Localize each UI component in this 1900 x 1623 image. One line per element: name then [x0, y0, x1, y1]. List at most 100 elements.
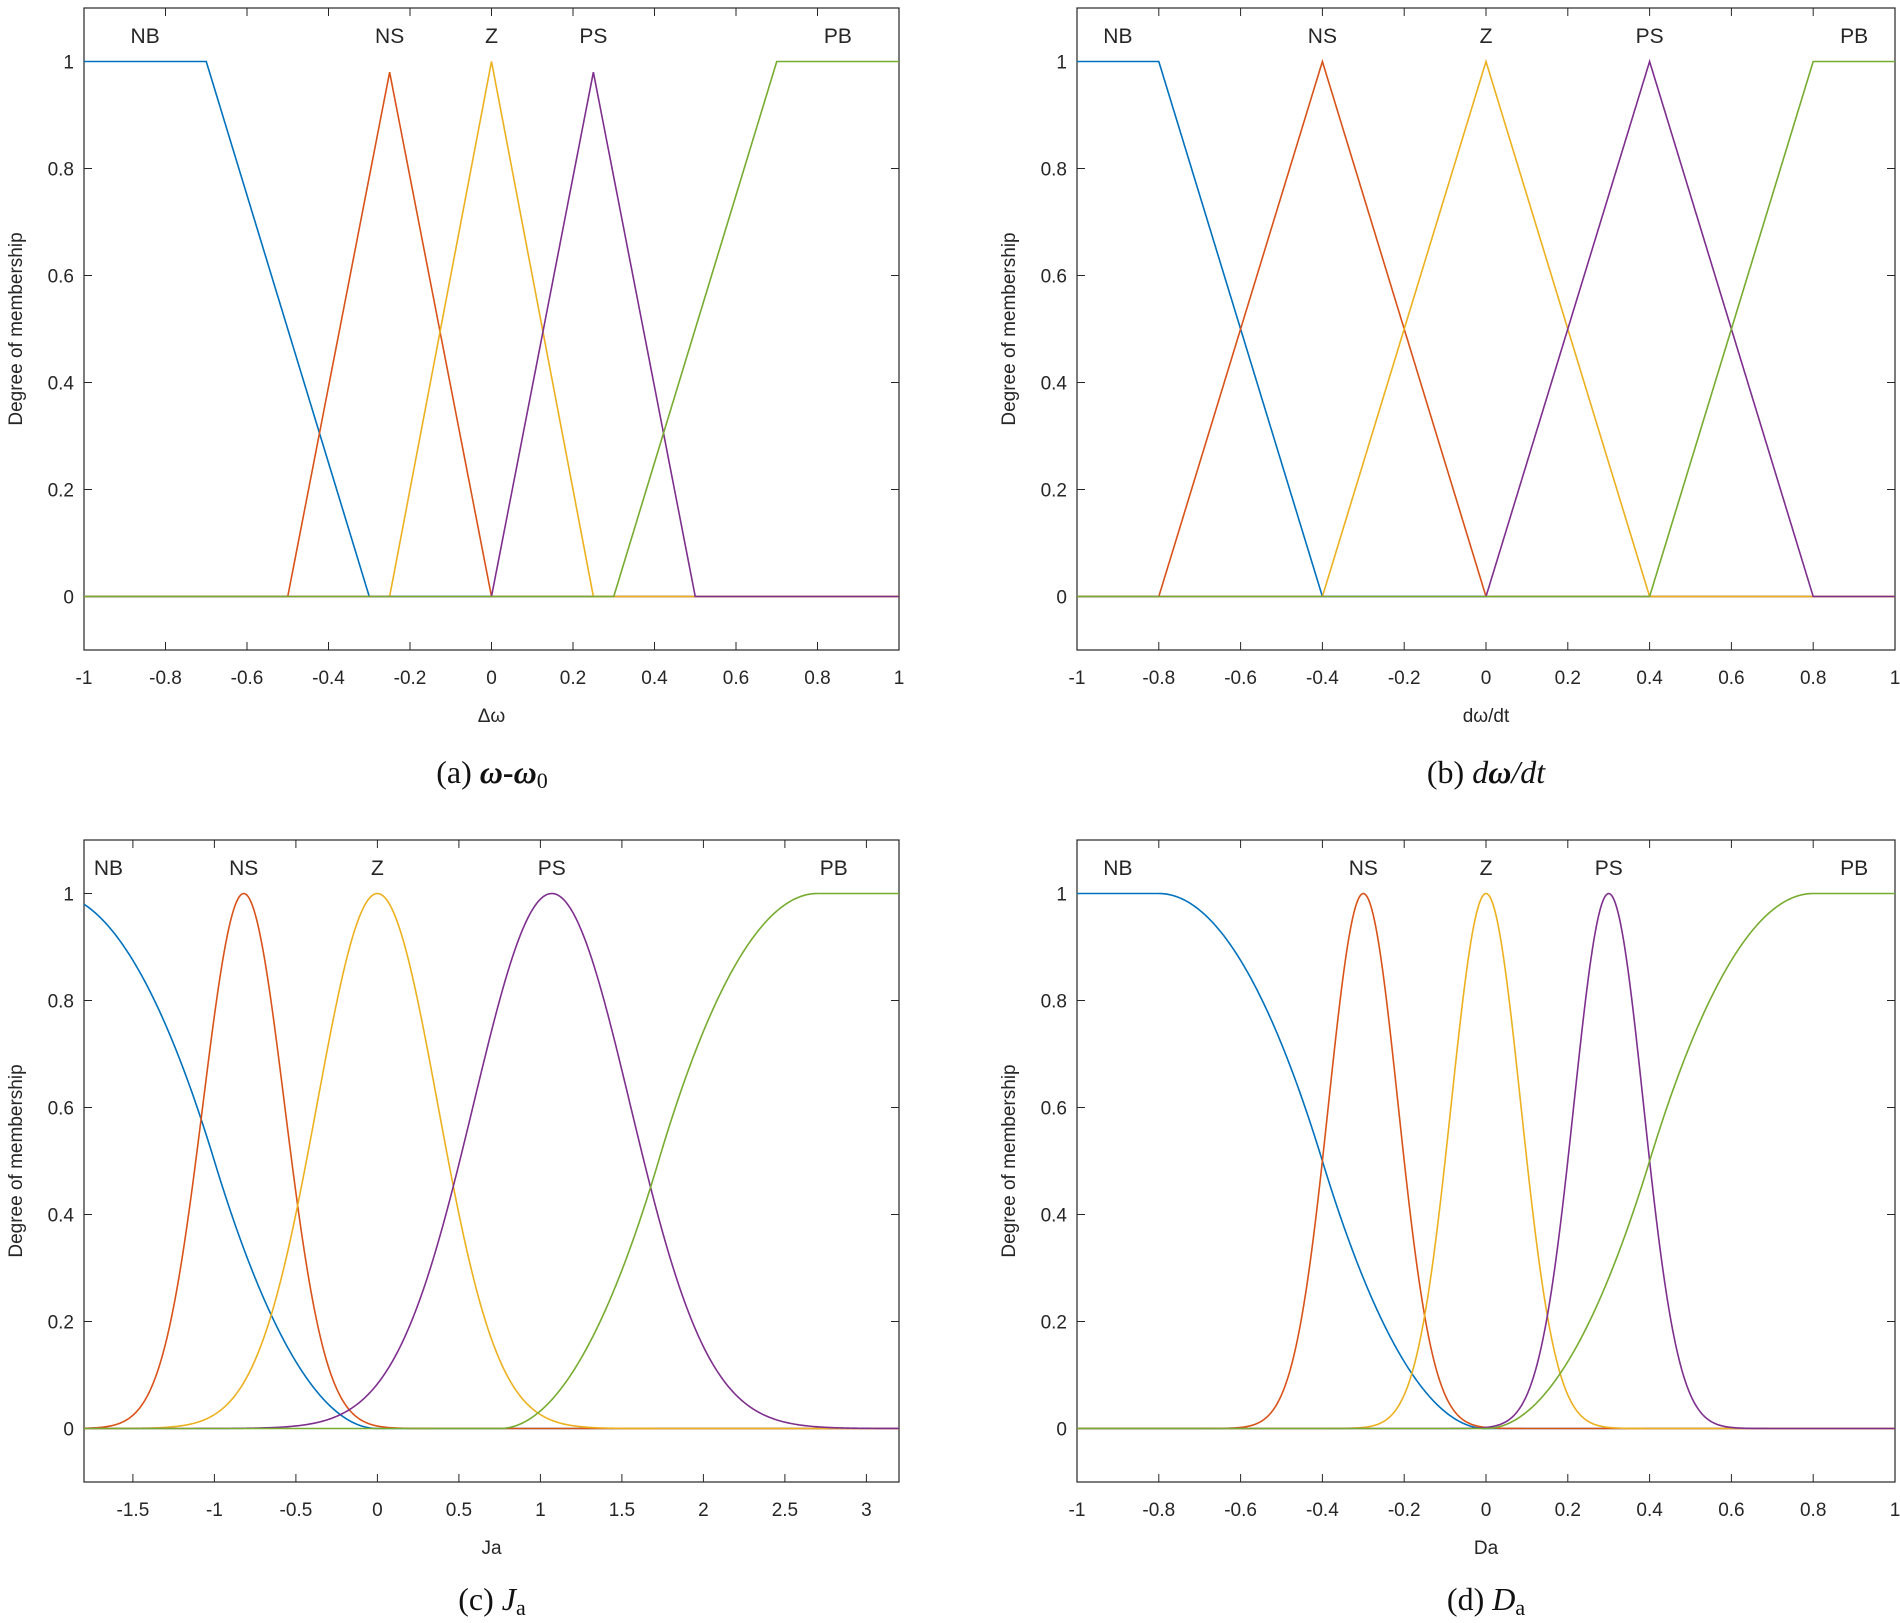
x-tick-label: -0.5 [280, 1500, 313, 1521]
x-tick-label: 0.2 [1555, 1500, 1581, 1521]
x-tick-label: 2 [698, 1500, 709, 1521]
y-tick-label: 0.2 [1041, 1313, 1067, 1334]
series-label-pb: PB [1840, 25, 1868, 48]
x-tick-label: 0.8 [804, 668, 830, 689]
x-tick-label: 0.2 [1555, 668, 1581, 689]
chart-panel-b: -1 -0.8 -0.6 -0.4 -0.2 0 0.2 0.4 0.6 0.8 1 0 0.2 0.4 0… [999, 7, 1900, 790]
y-tick-label: 1 [63, 53, 74, 74]
chart-panel-a: -1 -0.8 -0.6 -0.4 -0.2 0 0.2 0.4 0.6 0.8 1 0 0.2 0.4 0… [6, 7, 904, 793]
x-tick-label: 0 [372, 1500, 383, 1521]
series-label-ps: PS [538, 857, 566, 880]
x-tick-label: 0.6 [1718, 668, 1744, 689]
y-tick-label: 0.6 [48, 267, 74, 288]
x-tick-label: 2.5 [772, 1500, 798, 1521]
series-line-z [84, 892, 899, 1430]
series-label-ns: NS [229, 857, 258, 880]
chart-panel-d: -1 -0.8 -0.6 -0.4 -0.2 0 0.2 0.4 0.6 0.8 1 0 0.2 0.4 0… [999, 839, 1900, 1620]
x-tick-label: 3 [861, 1500, 872, 1521]
series-label-ns: NS [375, 25, 404, 48]
x-tick-label: 0.4 [641, 668, 668, 689]
series-label-ns: NS [1308, 25, 1337, 48]
x-tick-label: -0.2 [394, 668, 427, 689]
y-tick-label: 0 [63, 588, 74, 609]
panel-caption: (b) dω/dt [1427, 754, 1546, 790]
x-tick-label: -1 [206, 1500, 223, 1521]
x-axis-label: Δω [478, 706, 506, 727]
x-tick-label: -0.2 [1388, 668, 1421, 689]
series-label-pb: PB [1840, 857, 1868, 880]
x-tick-label: -0.6 [231, 668, 264, 689]
series-line-pb [84, 892, 899, 1430]
series-label-ns: NS [1349, 857, 1378, 880]
x-tick-label: 1 [1890, 1500, 1900, 1521]
x-axis-label: dω/dt [1463, 706, 1510, 727]
series-label-ps: PS [579, 25, 607, 48]
y-axis-label: Degree of membership [6, 1064, 27, 1257]
chart-panel-c: -1.5 -1 -0.5 0 0.5 1 1.5 2 2.5 3 0 0.2 0.4 0.6 0.8 1 Ja D… [6, 839, 900, 1620]
x-tick-label: 0.8 [1800, 668, 1826, 689]
series-label-pb: PB [820, 857, 848, 880]
series-label-ps: PS [1636, 25, 1664, 48]
panel-caption: (d) Da [1447, 1581, 1525, 1620]
series-line-pb [1077, 892, 1895, 1430]
x-tick-label: -0.6 [1224, 668, 1257, 689]
x-tick-label: 1 [535, 1500, 546, 1521]
y-tick-label: 0.6 [1041, 1099, 1067, 1120]
axes-box [1076, 839, 1896, 1483]
x-tick-label: -0.4 [1306, 668, 1339, 689]
x-tick-label: -0.2 [1388, 1500, 1421, 1521]
x-tick-label: 0.4 [1636, 1500, 1663, 1521]
x-tick-label: -1 [76, 668, 93, 689]
y-tick-label: 0.8 [1041, 992, 1067, 1013]
y-tick-label: 0.2 [48, 1313, 74, 1334]
panel-caption: (a) ω-ω0 [436, 754, 547, 793]
series-line-pb [84, 60, 899, 598]
series-label-z: Z [485, 25, 498, 48]
x-tick-label: 0.6 [1718, 1500, 1744, 1521]
x-tick-label: 0.2 [560, 668, 586, 689]
y-tick-label: 0.4 [48, 374, 75, 395]
x-tick-label: -0.8 [149, 668, 182, 689]
y-tick-label: 0 [1056, 1420, 1067, 1441]
x-axis-label: Da [1474, 1538, 1499, 1559]
x-tick-label: 1 [1890, 668, 1900, 689]
axes-box [83, 7, 900, 651]
x-tick-label: 0.5 [446, 1500, 472, 1521]
series-label-nb: NB [131, 25, 160, 48]
x-tick-label: 0.4 [1636, 668, 1663, 689]
series-label-pb: PB [824, 25, 852, 48]
x-tick-label: -0.4 [1306, 1500, 1339, 1521]
x-tick-label: 1.5 [609, 1500, 635, 1521]
axes-box [1076, 7, 1896, 651]
x-tick-label: -1 [1069, 1500, 1086, 1521]
x-tick-label: -0.4 [312, 668, 345, 689]
axes-box [83, 839, 900, 1483]
x-tick-label: -0.6 [1224, 1500, 1257, 1521]
y-tick-label: 0.2 [48, 481, 74, 502]
y-tick-label: 0 [1056, 588, 1067, 609]
x-tick-label: -0.8 [1142, 668, 1175, 689]
y-tick-label: 1 [1056, 885, 1067, 906]
y-tick-label: 0.6 [48, 1099, 74, 1120]
y-tick-label: 0.6 [1041, 267, 1067, 288]
y-axis-label: Degree of membership [999, 1064, 1020, 1257]
y-tick-label: 1 [63, 885, 74, 906]
y-tick-label: 0.4 [1041, 374, 1068, 395]
series-label-nb: NB [1103, 857, 1132, 880]
x-tick-label: 0.8 [1800, 1500, 1826, 1521]
x-tick-label: -0.8 [1142, 1500, 1175, 1521]
x-tick-label: 0.6 [723, 668, 749, 689]
x-tick-label: -1 [1069, 668, 1086, 689]
y-tick-label: 0.4 [48, 1206, 75, 1227]
y-tick-label: 1 [1056, 53, 1067, 74]
y-tick-label: 0.8 [1041, 160, 1067, 181]
series-label-z: Z [1480, 857, 1493, 880]
y-axis-label: Degree of membership [999, 232, 1020, 425]
x-tick-label: 0 [486, 668, 497, 689]
y-tick-label: 0.8 [48, 160, 74, 181]
y-tick-label: 0 [63, 1420, 74, 1441]
y-tick-label: 0.2 [1041, 481, 1067, 502]
series-label-nb: NB [94, 857, 123, 880]
y-tick-label: 0.8 [48, 992, 74, 1013]
